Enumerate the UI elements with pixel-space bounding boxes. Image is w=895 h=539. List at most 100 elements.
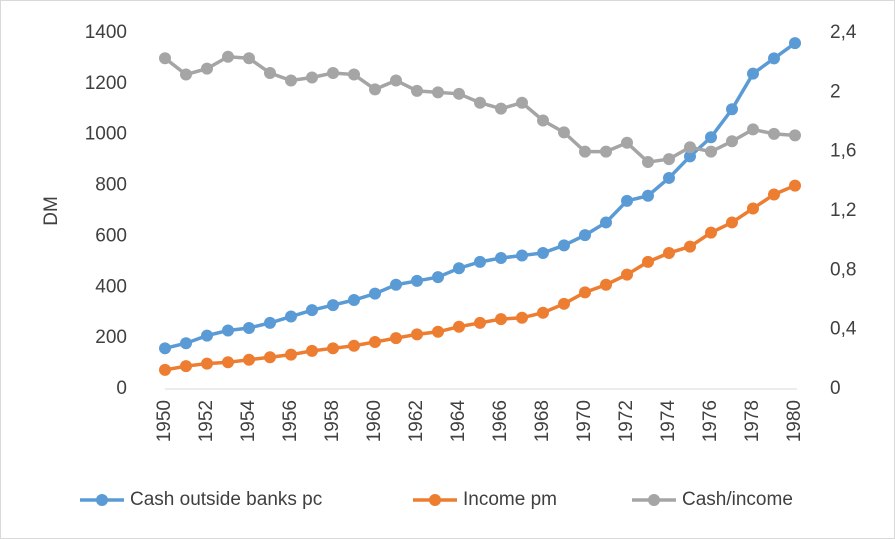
data-point	[222, 356, 234, 369]
data-point	[306, 71, 318, 84]
data-point	[411, 274, 423, 287]
data-point	[306, 304, 318, 317]
data-point	[621, 136, 633, 149]
data-point	[747, 67, 759, 80]
data-point	[327, 342, 339, 355]
data-point	[621, 194, 633, 207]
x-tick-label: 1956	[280, 400, 301, 442]
data-point	[243, 52, 255, 65]
y-axis-label: DM	[41, 196, 62, 226]
data-point	[180, 360, 192, 373]
y2-tick-label: 1,6	[830, 141, 856, 162]
data-point	[285, 310, 297, 323]
data-point	[201, 329, 213, 342]
data-point	[264, 316, 276, 329]
data-point	[663, 171, 675, 184]
x-tick-label: 1954	[238, 400, 259, 443]
data-point	[600, 278, 612, 291]
data-point	[789, 37, 801, 50]
x-tick-label: 1968	[532, 400, 553, 442]
x-tick-label: 1970	[574, 400, 595, 442]
data-point	[663, 153, 675, 166]
x-tick-label: 1980	[784, 400, 805, 442]
x-tick-label: 1974	[658, 400, 679, 443]
x-tick-label: 1976	[700, 400, 721, 442]
data-point	[600, 145, 612, 158]
x-tick-label: 1962	[406, 400, 427, 442]
data-point	[684, 141, 696, 154]
data-point	[537, 114, 549, 127]
data-point	[789, 179, 801, 192]
data-point	[537, 246, 549, 259]
data-point	[558, 297, 570, 310]
data-point	[348, 68, 360, 81]
data-point	[495, 102, 507, 115]
data-point	[432, 271, 444, 284]
data-point	[642, 156, 654, 169]
data-point	[348, 339, 360, 352]
x-tick-label: 1978	[742, 400, 763, 442]
data-point	[495, 252, 507, 265]
data-point	[684, 150, 696, 163]
y-tick-label: 200	[95, 327, 127, 348]
data-point	[621, 268, 633, 281]
x-tick-label: 1964	[448, 400, 469, 443]
data-point	[411, 84, 423, 97]
data-point	[432, 86, 444, 99]
data-point	[726, 103, 738, 116]
data-point	[495, 313, 507, 326]
data-point	[642, 255, 654, 268]
y-tick-label: 400	[95, 276, 127, 297]
data-point	[579, 145, 591, 158]
legend-marker	[96, 494, 108, 506]
x-tick-label: 1966	[490, 400, 511, 442]
legend-marker	[429, 494, 441, 506]
data-point	[747, 123, 759, 136]
data-point	[201, 62, 213, 75]
data-point	[411, 328, 423, 341]
data-point	[474, 96, 486, 109]
data-point	[285, 74, 297, 87]
y2-tick-label: 0,4	[830, 319, 857, 340]
y-tick-label: 1000	[85, 124, 127, 145]
data-point	[180, 337, 192, 350]
y2-tick-label: 1,2	[830, 200, 856, 221]
data-point	[390, 74, 402, 87]
data-point	[201, 357, 213, 370]
data-point	[159, 342, 171, 355]
x-tick-label: 1958	[322, 400, 343, 442]
data-point	[453, 262, 465, 275]
y-tick-label: 1400	[85, 22, 127, 43]
y2-tick-label: 2	[830, 81, 841, 102]
data-point	[327, 299, 339, 312]
legend-label: Income pm	[463, 489, 557, 510]
legend-marker	[648, 494, 660, 506]
data-point	[264, 351, 276, 364]
data-point	[558, 126, 570, 139]
data-point	[348, 294, 360, 306]
data-point	[705, 226, 717, 239]
data-point	[222, 50, 234, 63]
y-tick-label: 1200	[85, 73, 127, 94]
data-point	[306, 344, 318, 357]
data-point	[516, 249, 528, 262]
x-tick-label: 1960	[364, 400, 385, 442]
data-point	[705, 145, 717, 158]
data-point	[579, 286, 591, 299]
data-point	[159, 52, 171, 65]
data-point	[285, 348, 297, 361]
data-point	[747, 202, 759, 215]
data-point	[159, 363, 171, 376]
data-point	[516, 96, 528, 109]
data-point	[369, 287, 381, 300]
data-point	[327, 67, 339, 80]
data-point	[642, 189, 654, 202]
x-tick-label: 1952	[196, 400, 217, 442]
data-point	[243, 321, 255, 334]
data-point	[684, 240, 696, 253]
data-point	[180, 68, 192, 81]
data-point	[768, 52, 780, 65]
data-point	[579, 229, 591, 242]
